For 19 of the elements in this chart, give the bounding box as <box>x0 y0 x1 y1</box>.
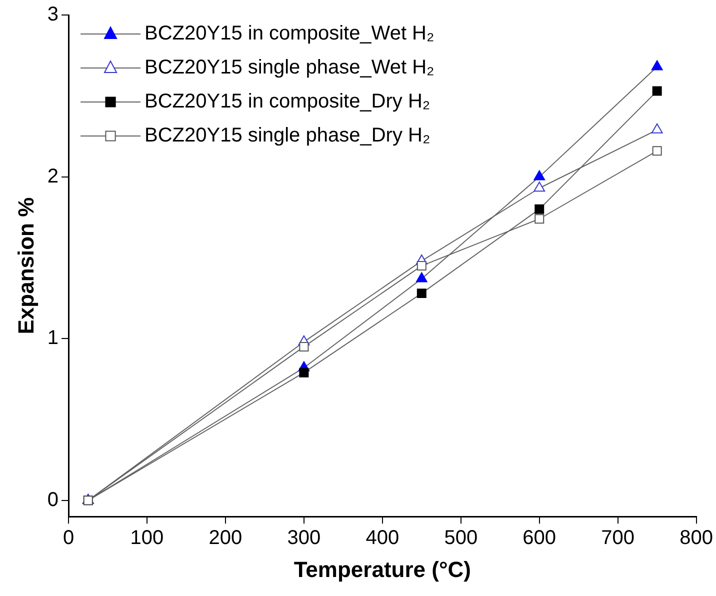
legend-label: BCZ20Y15 single phase_Wet H₂ <box>144 56 434 79</box>
x-tick-label: 100 <box>130 527 164 550</box>
legend-label: BCZ20Y15 single phase_Dry H₂ <box>144 124 430 147</box>
legend-label: BCZ20Y15 in composite_Wet H₂ <box>144 22 434 45</box>
x-tick-label: 300 <box>287 527 321 550</box>
x-tick-label: 500 <box>444 527 478 550</box>
x-tick-label: 600 <box>522 527 556 550</box>
legend-label: BCZ20Y15 in composite_Dry H₂ <box>144 90 430 113</box>
y-tick-label: 1 <box>47 327 59 350</box>
x-axis-title: Temperature (°C) <box>294 556 471 582</box>
y-axis-title: Expansion % <box>13 197 38 334</box>
x-tick-label: 700 <box>601 527 635 550</box>
x-tick-label: 400 <box>366 527 400 550</box>
y-tick-label: 3 <box>47 4 59 26</box>
x-tick-label: 0 <box>62 527 74 550</box>
y-tick-label: 0 <box>47 488 59 511</box>
x-tick-label: 200 <box>208 527 242 550</box>
x-tick-label: 800 <box>680 527 714 550</box>
y-tick-label: 2 <box>47 165 59 188</box>
